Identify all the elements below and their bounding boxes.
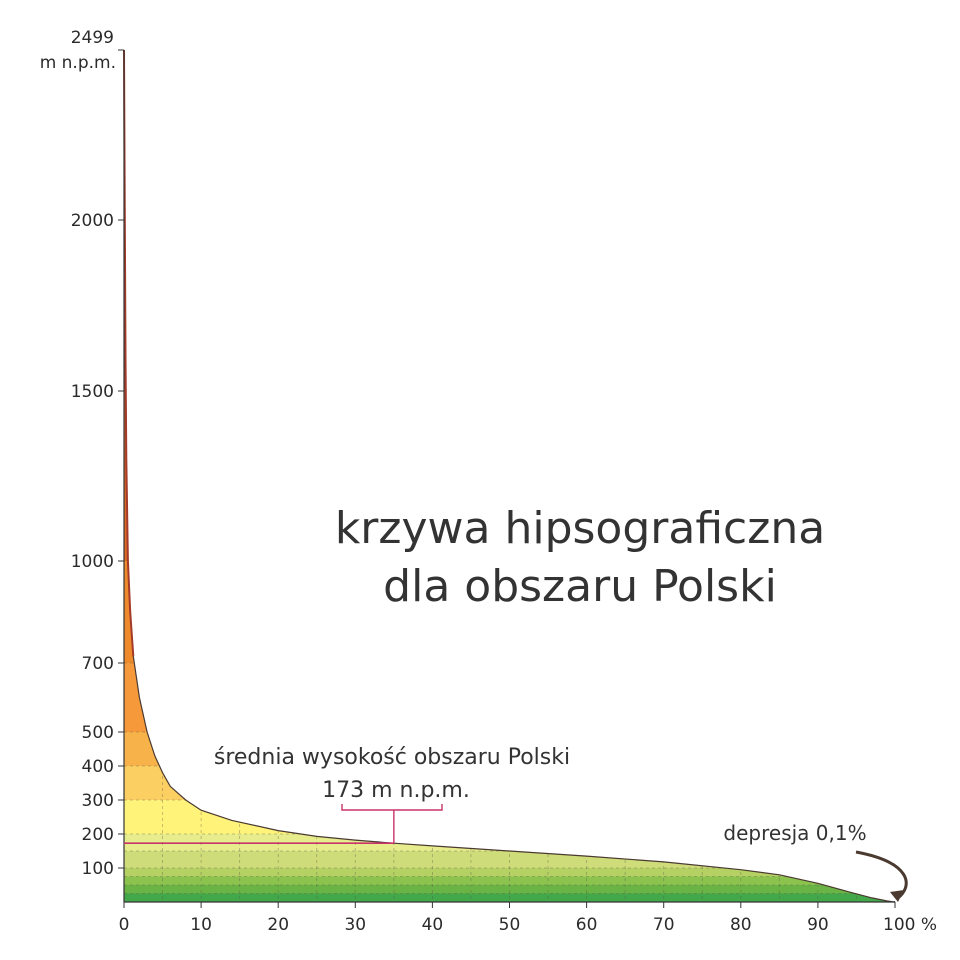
axes <box>123 50 895 903</box>
mean-label-line-1: średnia wysokość obszaru Polski <box>214 745 570 770</box>
x-tick-label: 20 <box>267 915 289 935</box>
grid-layer <box>124 50 895 902</box>
x-tick-label: 80 <box>730 915 752 935</box>
x-tick-label: 100 % <box>883 915 937 935</box>
y-tick-label: 200 <box>82 825 114 845</box>
y-tick-label: 1500 <box>71 382 114 402</box>
curve-peak-line <box>123 49 135 657</box>
mean-label-line-2: 173 m n.p.m. <box>322 778 470 803</box>
x-ticks: 0 10 20 30 40 50 60 70 80 90 100 % <box>119 902 937 935</box>
y-tick-label: 700 <box>82 654 114 674</box>
x-tick-label: 10 <box>190 915 212 935</box>
y-tick-label: 300 <box>82 791 114 811</box>
y-ticks: 100 200 300 400 500 700 1000 1500 2000 <box>71 49 124 879</box>
x-tick-label: 0 <box>119 915 130 935</box>
y-axis-unit: m n.p.m. <box>40 53 116 73</box>
x-tick-label: 50 <box>499 915 521 935</box>
x-tick-label: 30 <box>344 915 366 935</box>
y-tick-label: 500 <box>82 723 114 743</box>
depression-label: depresja 0,1% <box>723 821 866 845</box>
hypsographic-curve <box>123 49 896 903</box>
x-tick-label: 90 <box>807 915 829 935</box>
mean-label-bracket <box>341 804 443 844</box>
elevation-band-fill <box>124 50 895 902</box>
depression-arrowhead <box>890 890 904 902</box>
y-tick-label: 100 <box>82 859 114 879</box>
chart-title-line-2: dla obszaru Polski <box>383 561 777 612</box>
x-tick-label: 70 <box>653 915 675 935</box>
y-tick-label: 400 <box>82 757 114 777</box>
x-tick-label: 60 <box>576 915 598 935</box>
y-tick-label: 1000 <box>71 552 114 572</box>
area-layer <box>124 50 895 902</box>
y-axis-top-value: 2499 <box>71 28 114 48</box>
depression-arrow <box>855 850 908 900</box>
chart-title-line-1: krzywa hipsograficzna <box>335 503 825 554</box>
x-tick-label: 40 <box>422 915 444 935</box>
y-tick-label: 2000 <box>71 211 114 231</box>
